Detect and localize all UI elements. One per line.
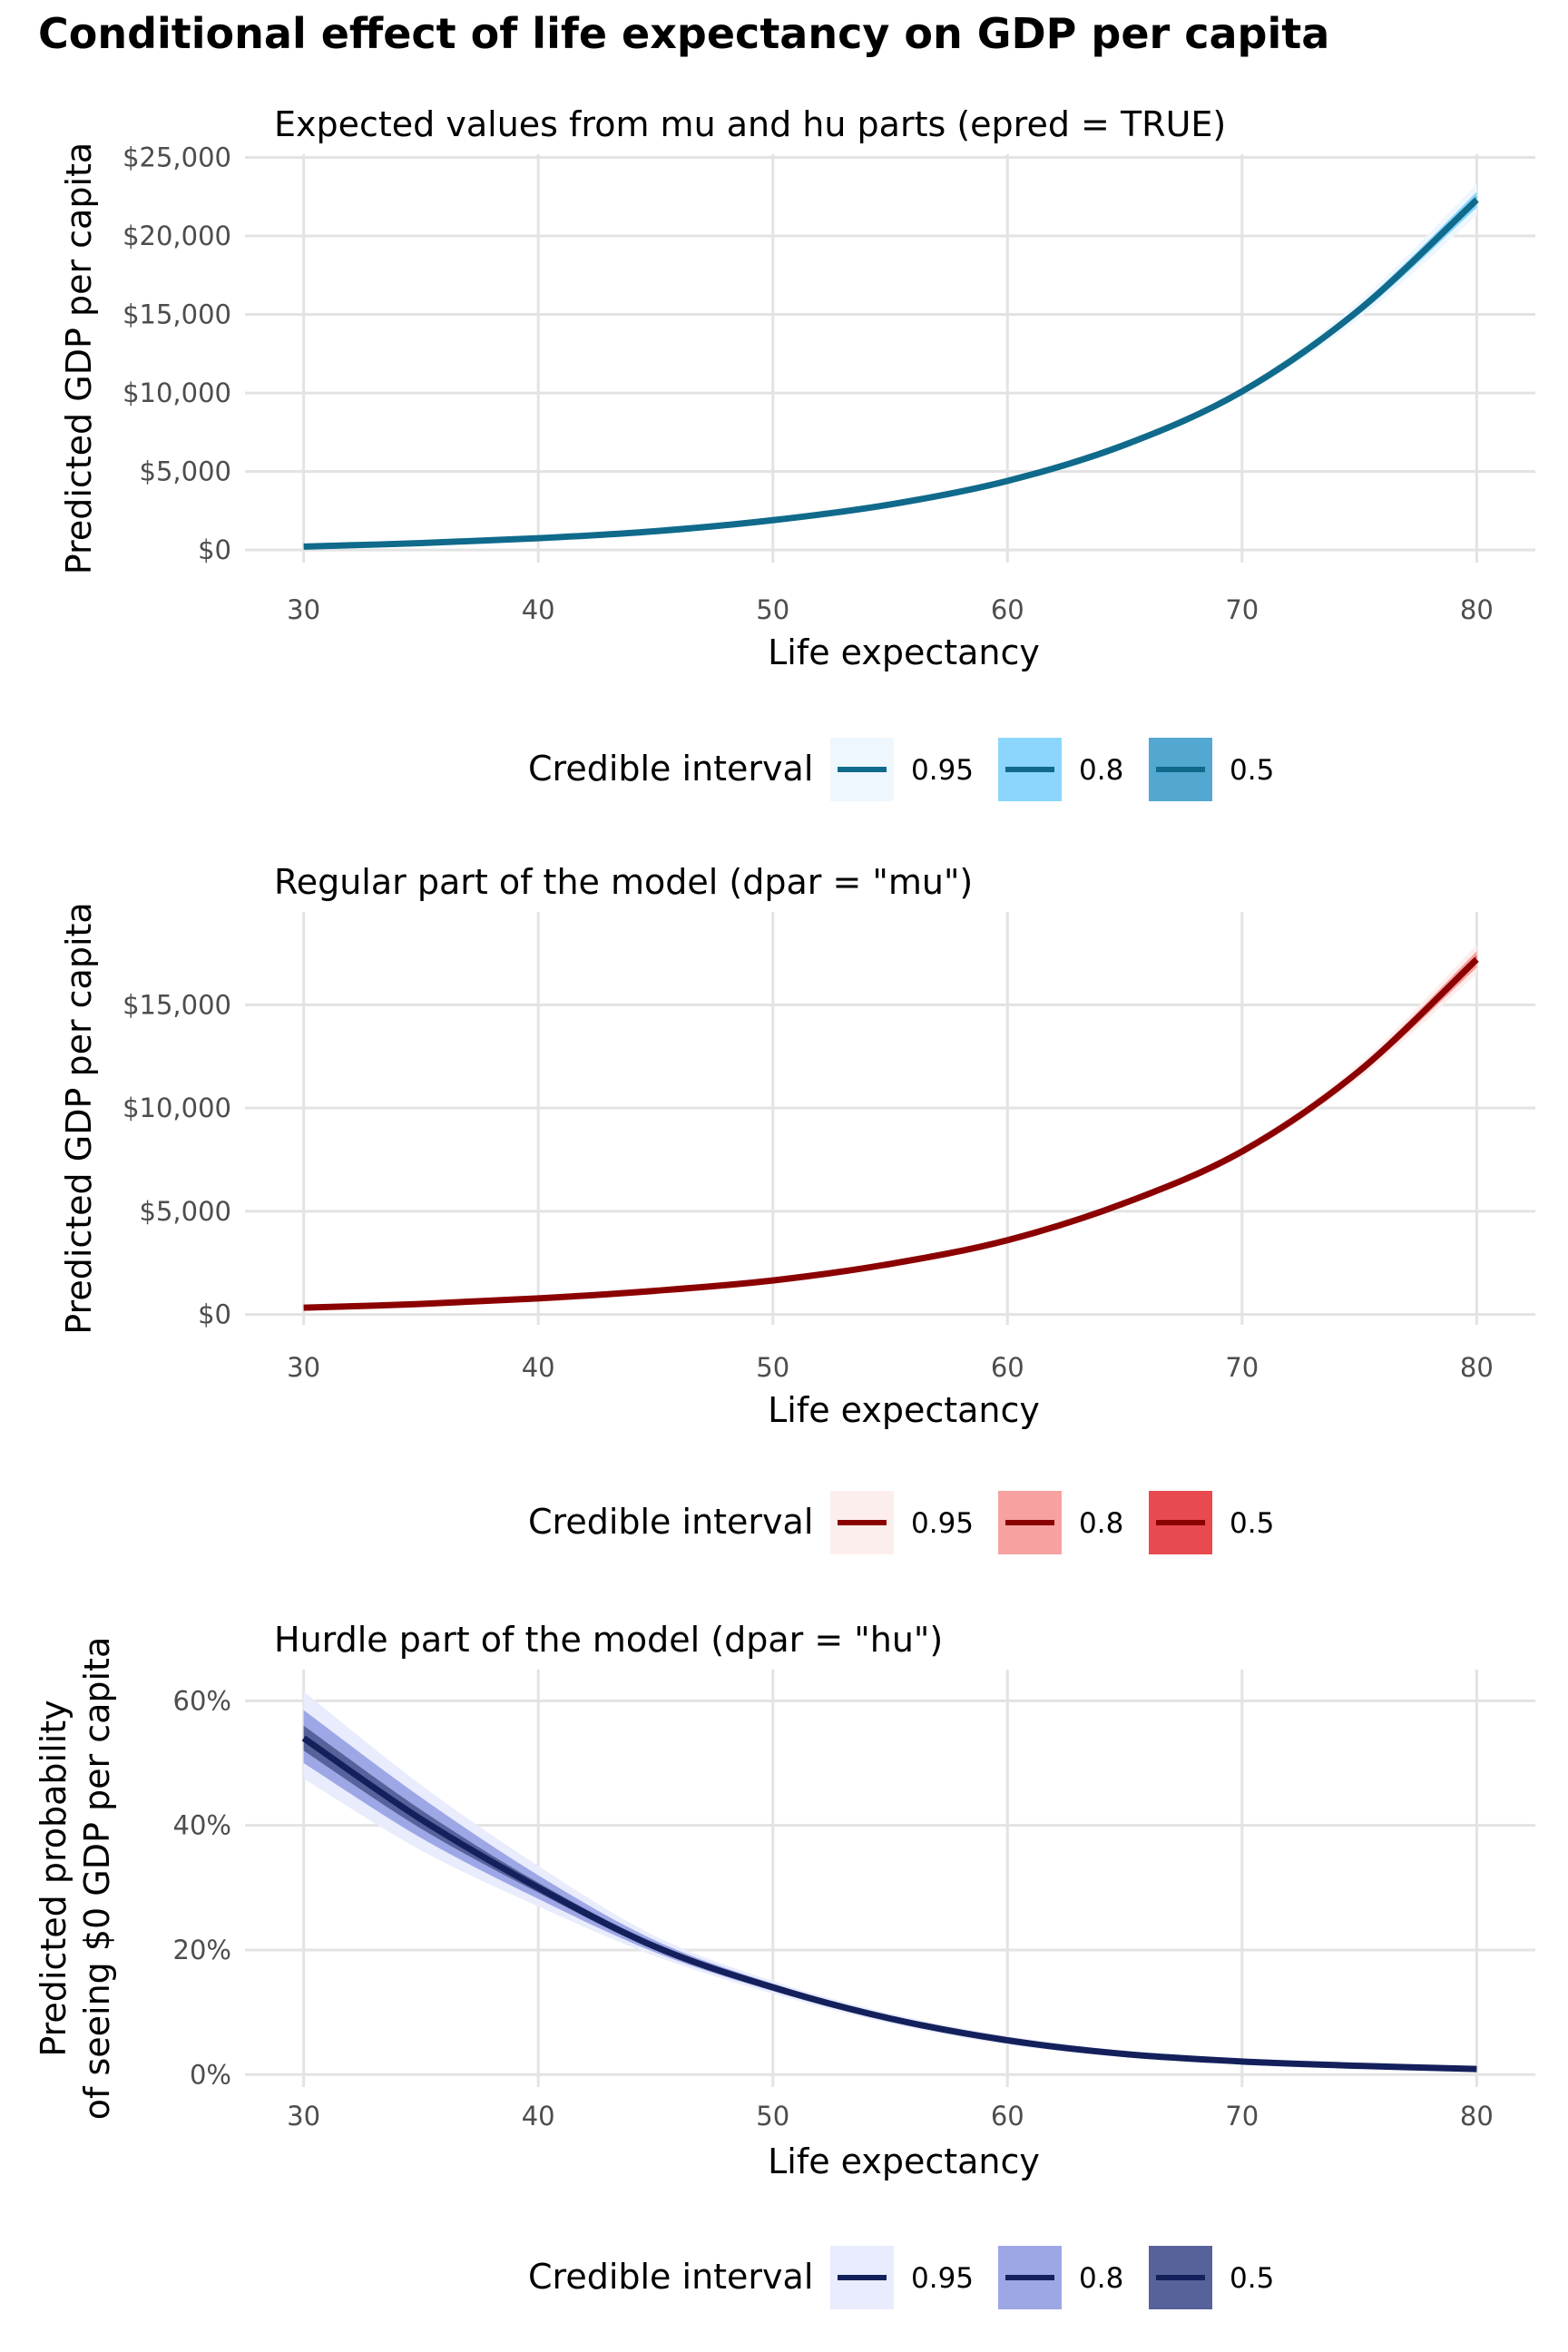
y-tick-label: $15,000 xyxy=(122,299,231,330)
series-line xyxy=(303,197,1479,550)
x-tick-label: 40 xyxy=(522,594,555,625)
x-axis-title: Life expectancy xyxy=(768,2141,1040,2181)
x-tick-label: 30 xyxy=(287,1352,320,1383)
y-tick-label: $0 xyxy=(198,534,231,565)
y-tick-label: 0% xyxy=(190,2059,231,2090)
legend-label: 0.8 xyxy=(1079,1507,1123,1540)
x-tick-label: 80 xyxy=(1460,2101,1494,2132)
y-axis-title: of seeing $0 GDP per capita xyxy=(77,1637,117,2120)
y-axis-title: Predicted GDP per capita xyxy=(59,902,99,1334)
ribbon-0.95 xyxy=(303,1691,1477,2071)
x-tick-label: 40 xyxy=(522,2101,555,2132)
legend-title: Credible interval xyxy=(528,2257,813,2297)
x-tick-label: 40 xyxy=(522,1352,555,1383)
x-tick-label: 70 xyxy=(1225,1352,1259,1383)
legend-label: 0.5 xyxy=(1230,2262,1274,2295)
legend: Credible interval 0.95 0.8 0.5 xyxy=(528,2246,1274,2309)
y-tick-label: $5,000 xyxy=(140,1196,231,1227)
legend-label: 0.5 xyxy=(1230,1507,1274,1540)
x-tick-label: 30 xyxy=(287,2101,320,2132)
ribbon-0.95 xyxy=(303,183,1477,547)
chart-1: Expected values from mu and hu parts (ep… xyxy=(59,104,1535,801)
legend-label: 0.8 xyxy=(1079,2262,1123,2295)
chart-2: Regular part of the model (dpar = "mu") 3… xyxy=(59,862,1535,1554)
x-tick-label: 70 xyxy=(1225,2101,1259,2132)
x-tick-label: 80 xyxy=(1460,594,1494,625)
chart-subtitle: Regular part of the model (dpar = "mu") xyxy=(274,862,973,902)
legend-title: Credible interval xyxy=(528,1502,813,1542)
legend-label: 0.95 xyxy=(911,1507,974,1540)
ribbon-0.5 xyxy=(303,195,1477,547)
y-tick-label: $25,000 xyxy=(122,142,231,172)
y-tick-label: $15,000 xyxy=(122,989,231,1020)
ribbon-0.5 xyxy=(303,955,1477,1308)
y-tick-label: $0 xyxy=(198,1299,231,1330)
x-axis-title: Life expectancy xyxy=(768,1390,1040,1430)
y-tick-label: $20,000 xyxy=(122,220,231,251)
y-tick-label: 40% xyxy=(173,1810,231,1841)
legend: Credible interval 0.95 0.8 0.5 xyxy=(528,738,1274,801)
x-tick-label: 60 xyxy=(991,2101,1024,2132)
legend: Credible interval 0.95 0.8 0.5 xyxy=(528,1491,1274,1554)
chart-subtitle: Hurdle part of the model (dpar = "hu") xyxy=(274,1620,943,1660)
x-tick-label: 60 xyxy=(991,594,1024,625)
y-axis-title: Predicted GDP per capita xyxy=(59,142,99,574)
legend-label: 0.8 xyxy=(1079,754,1123,787)
ribbon-0.8 xyxy=(303,191,1477,547)
x-tick-label: 70 xyxy=(1225,594,1259,625)
page-title: Conditional effect of life expectancy on… xyxy=(38,9,1330,58)
x-tick-label: 50 xyxy=(756,1352,789,1383)
x-tick-label: 60 xyxy=(991,1352,1024,1383)
y-tick-label: $5,000 xyxy=(140,456,231,487)
y-tick-label: $10,000 xyxy=(122,377,231,408)
chart-3: Hurdle part of the model (dpar = "hu") 30… xyxy=(34,1620,1535,2309)
x-tick-label: 50 xyxy=(756,2101,789,2132)
ribbon-0.95 xyxy=(303,945,1477,1308)
y-tick-label: 60% xyxy=(173,1685,231,1716)
y-axis-title: Predicted probability xyxy=(34,1700,74,2056)
legend-label: 0.5 xyxy=(1230,754,1274,787)
chart-subtitle: Expected values from mu and hu parts (ep… xyxy=(274,104,1226,144)
x-tick-label: 80 xyxy=(1460,1352,1494,1383)
legend-label: 0.95 xyxy=(911,2262,974,2295)
legend-label: 0.95 xyxy=(911,754,974,787)
x-axis-title: Life expectancy xyxy=(768,632,1040,672)
x-tick-label: 50 xyxy=(756,594,789,625)
y-tick-label: $10,000 xyxy=(122,1093,231,1123)
series-line xyxy=(301,1735,1477,2073)
y-tick-label: 20% xyxy=(173,1935,231,1965)
series-line xyxy=(303,956,1479,1311)
legend-title: Credible interval xyxy=(528,749,813,789)
x-tick-label: 30 xyxy=(287,594,320,625)
